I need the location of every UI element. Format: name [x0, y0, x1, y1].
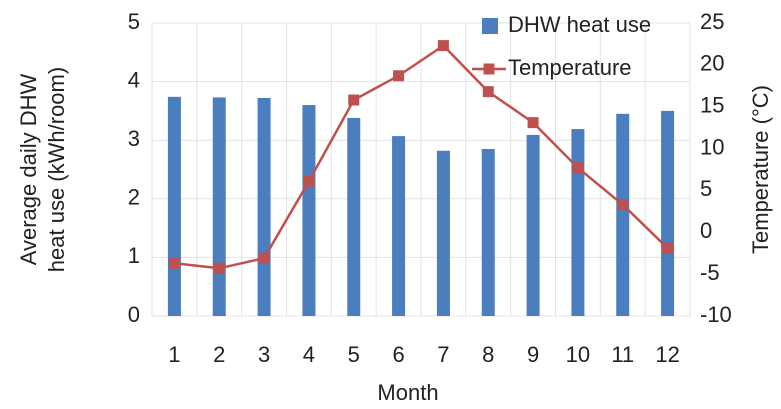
line-marker [572, 162, 584, 174]
bar [212, 97, 226, 316]
line-marker [393, 70, 405, 82]
bar [436, 150, 450, 316]
line-marker [482, 86, 494, 98]
x-tick-label: 10 [566, 342, 590, 367]
y2-tick-label: 15 [700, 93, 724, 118]
y-tick-label: 2 [128, 185, 140, 210]
bar [571, 129, 585, 316]
line-marker [213, 262, 225, 274]
line-marker [437, 40, 449, 52]
line-marker [617, 199, 629, 211]
x-tick-label: 3 [258, 342, 270, 367]
bar [616, 113, 630, 316]
x-tick-label: 11 [611, 342, 634, 367]
bar [257, 98, 271, 317]
y2-tick-label: 25 [700, 9, 724, 34]
x-tick-label: 8 [482, 342, 494, 367]
line-marker [348, 94, 360, 106]
bar [302, 105, 316, 316]
y-tick-label: 0 [128, 302, 140, 327]
x-tick-label: 12 [655, 342, 679, 367]
bar [392, 136, 406, 316]
line [174, 43, 669, 270]
x-tick-label: 1 [168, 342, 180, 367]
y2-tick-label: 20 [700, 51, 724, 76]
y-tick-label: 3 [128, 126, 140, 151]
y-axis-label: heat use (kWh/room) [44, 67, 69, 272]
x-tick-label: 7 [437, 342, 449, 367]
legend-marker [483, 63, 495, 75]
line-marker [527, 117, 539, 129]
bar [526, 134, 540, 316]
x-tick-label: 6 [392, 342, 404, 367]
x-axis-label: Month [377, 380, 438, 405]
line-marker [662, 242, 674, 254]
y-tick-label: 1 [128, 243, 140, 268]
bar [167, 96, 181, 316]
x-tick-label: 2 [213, 342, 225, 367]
x-tick-label: 4 [303, 342, 315, 367]
y2-axis-label: Temperature (°C) [748, 85, 773, 254]
bar [347, 117, 361, 316]
x-tick-label: 9 [527, 342, 539, 367]
y-tick-label: 4 [128, 67, 140, 92]
y-tick-label: 5 [128, 9, 140, 34]
bar [661, 110, 675, 317]
y2-tick-label: 0 [700, 218, 712, 243]
legend-label: Temperature [508, 55, 632, 80]
bar [481, 148, 495, 316]
x-tick-label: 5 [348, 342, 360, 367]
y2-tick-label: 5 [700, 176, 712, 201]
y-axis-label: Average daily DHW [16, 73, 41, 265]
y2-tick-label: -5 [700, 260, 720, 285]
line-marker [303, 175, 315, 187]
y2-tick-label: -10 [700, 302, 732, 327]
line-marker [258, 252, 270, 264]
legend-swatch [482, 18, 498, 34]
line-marker [168, 257, 180, 269]
legend-label: DHW heat use [508, 12, 651, 37]
y2-tick-label: 10 [700, 134, 724, 159]
